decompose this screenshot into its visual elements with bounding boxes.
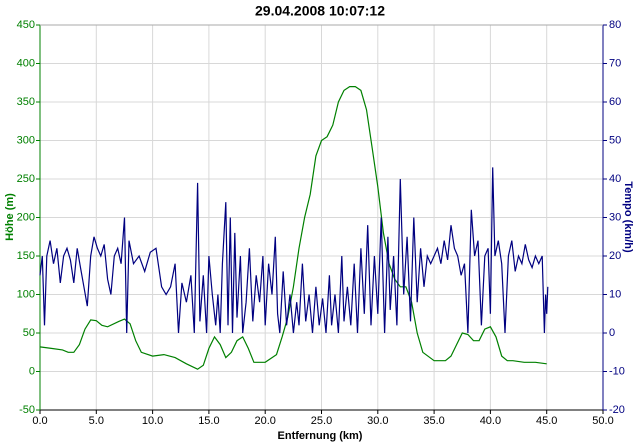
y2-tick-label: 0 [609, 327, 615, 339]
y2-axis-label: Tempo (km/h) [622, 181, 634, 253]
y-tick-label: 200 [17, 211, 35, 223]
y2-tick-label: -20 [609, 404, 625, 416]
y2-tick-label: 10 [609, 288, 621, 300]
y-axis-label: Höhe (m) [4, 193, 16, 241]
y-tick-label: 50 [23, 327, 35, 339]
y-tick-label: 400 [17, 57, 35, 69]
y-tick-label: -50 [19, 404, 35, 416]
chart-title: 29.04.2008 10:07:12 [255, 3, 385, 19]
y2-tick-label: 30 [609, 211, 621, 223]
y2-tick-label: 60 [609, 96, 621, 108]
y-tick-label: 300 [17, 134, 35, 146]
x-tick-label: 20.0 [254, 415, 275, 427]
y2-tick-label: 70 [609, 57, 621, 69]
y2-tick-label: 80 [609, 19, 621, 31]
y-tick-label: 450 [17, 19, 35, 31]
y2-tick-label: 40 [609, 173, 621, 185]
x-tick-label: 10.0 [142, 415, 163, 427]
y-tick-label: 150 [17, 250, 35, 262]
x-axis-label: Entfernung (km) [278, 430, 363, 442]
y-tick-label: 100 [17, 288, 35, 300]
y-tick-label: 350 [17, 96, 35, 108]
y2-tick-label: -10 [609, 365, 625, 377]
x-tick-label: 15.0 [198, 415, 219, 427]
x-tick-label: 30.0 [367, 415, 388, 427]
x-tick-label: 50.0 [592, 415, 613, 427]
x-tick-label: 45.0 [536, 415, 557, 427]
x-tick-label: 25.0 [311, 415, 332, 427]
y2-tick-label: 20 [609, 250, 621, 262]
x-tick-label: 5.0 [89, 415, 104, 427]
y-tick-label: 0 [29, 365, 35, 377]
data-line [39, 167, 549, 334]
x-tick-label: 40.0 [480, 415, 501, 427]
x-tick-label: 0.0 [32, 415, 47, 427]
y2-tick-label: 50 [609, 134, 621, 146]
x-tick-label: 35.0 [423, 415, 444, 427]
y-tick-label: 250 [17, 173, 35, 185]
